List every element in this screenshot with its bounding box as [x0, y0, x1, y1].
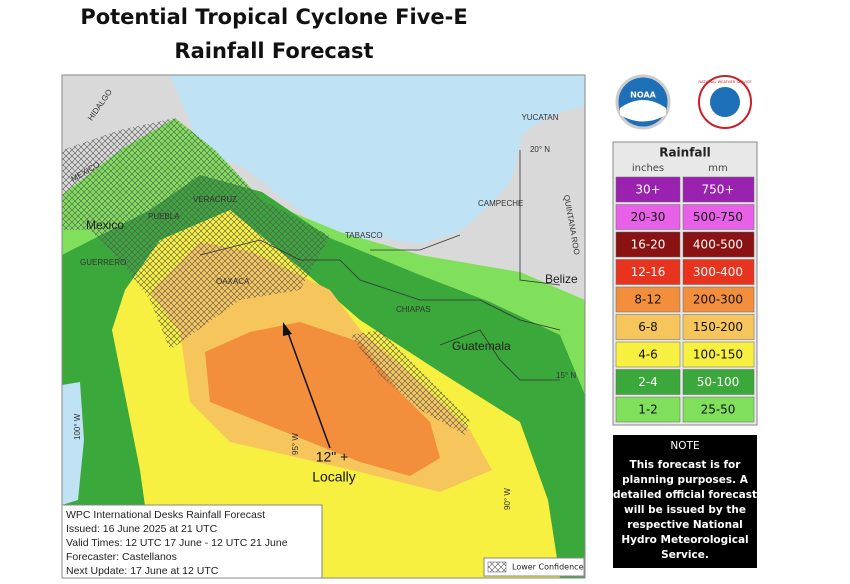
- title: Rainfall Forecast: [174, 39, 373, 63]
- legend-unit: inches: [632, 163, 664, 174]
- note-line: Hydro Meteorological: [621, 534, 748, 546]
- legend-swatch: [615, 231, 681, 258]
- gulf: [170, 75, 585, 244]
- legend-swatch: [682, 341, 755, 368]
- map-label: YUCATAN: [521, 113, 558, 122]
- nws-text: NATIONAL WEATHER SERVICE: [698, 80, 752, 84]
- legend-swatch: [615, 369, 681, 395]
- note-line: Service.: [661, 549, 709, 561]
- map-label: 15° N: [556, 371, 576, 380]
- legend-swatch: [682, 259, 755, 285]
- legend-inches: 30+: [635, 183, 660, 197]
- info-lines: WPC International Desks Rainfall Forecas…: [66, 509, 288, 577]
- legend-unit: mm: [708, 163, 727, 174]
- arrow: [286, 329, 331, 449]
- legend-mm: 300-400: [693, 265, 743, 279]
- map-label: OAXACA: [216, 277, 250, 286]
- title: Potential Tropical Cyclone Five-E: [80, 5, 467, 29]
- arrowhead: [283, 322, 292, 336]
- map-label: 95° W: [291, 433, 300, 455]
- legend-swatch: [615, 259, 681, 285]
- hatch-swatch: [487, 561, 507, 573]
- legend-swatch: [682, 396, 755, 423]
- legend-mm: 100-150: [693, 348, 743, 362]
- hatch-legend-box: [483, 557, 585, 577]
- annotation: Locally: [312, 469, 356, 485]
- ocean: [62, 382, 84, 505]
- legend-inches: 6-8: [638, 320, 658, 334]
- legend-swatch: [615, 341, 681, 368]
- map-label: CHIAPAS: [396, 305, 431, 314]
- legend-swatch: [615, 286, 681, 313]
- legend-mm: 150-200: [693, 320, 743, 334]
- legend-swatch: [615, 314, 681, 340]
- border: [199, 150, 561, 381]
- map-label: Guatemala: [452, 339, 511, 353]
- note-line: detailed official forecast: [613, 489, 757, 501]
- legend-swatch: [682, 231, 755, 258]
- legend-mm: 50-100: [697, 375, 740, 389]
- info-line: Forecaster: Castellanos: [66, 551, 177, 563]
- legend-swatch: [682, 286, 755, 313]
- info-box: [61, 504, 323, 579]
- note-line: respective National: [627, 519, 743, 531]
- note-line: This forecast is for: [630, 459, 742, 471]
- map-label: VERACRUZ: [193, 195, 237, 204]
- map-frame: [61, 74, 586, 579]
- note-lines: This forecast is for planning purposes. A…: [613, 459, 757, 561]
- hatch-area: [350, 330, 470, 435]
- legend-mm: 500-750: [693, 210, 743, 224]
- legend-rows: 30+ 750+ 20-30 500-750 16-20 400-500 12-16 300-…: [615, 176, 755, 423]
- legend-inches: 8-12: [634, 293, 661, 307]
- note-line: planning purposes. A: [622, 474, 749, 486]
- legend-mm: 200-300: [693, 293, 743, 307]
- info-line: Next Update: 17 June at 12 UTC: [66, 565, 219, 577]
- legend-swatch: [615, 204, 681, 230]
- legend-inches: 1-2: [638, 403, 658, 417]
- noaa-logo-wave: [620, 100, 666, 122]
- noaa-text: NOAA: [630, 91, 656, 100]
- info-line: WPC International Desks Rainfall Forecas…: [66, 509, 265, 521]
- map-label: CAMPECHE: [478, 199, 523, 208]
- hatch-legend: Lower Confidence: [512, 563, 584, 572]
- legend-swatch: [682, 176, 755, 203]
- legend-mm: 25-50: [701, 403, 736, 417]
- legend-inches: 16-20: [631, 238, 666, 252]
- info-line: Issued: 16 June 2025 at 21 UTC: [66, 523, 218, 535]
- legend-swatch: [682, 314, 755, 340]
- legend-swatch: [615, 396, 681, 423]
- legend-swatch: [682, 369, 755, 395]
- legend-inches: 4-6: [638, 348, 658, 362]
- legend-inches: 12-16: [631, 265, 666, 279]
- map-label: PUEBLA: [148, 212, 180, 221]
- legend-inches: 20-30: [631, 210, 666, 224]
- map-label: 90° W: [503, 488, 512, 510]
- legend-swatch: [615, 176, 681, 203]
- note-title: NOTE: [670, 440, 699, 452]
- legend-mm: 750+: [702, 183, 735, 197]
- map-label: GUERRERO: [80, 258, 126, 267]
- info-line: Valid Times: 12 UTC 17 June - 12 UTC 21 …: [66, 537, 288, 549]
- legend-mm: 400-500: [693, 238, 743, 252]
- nws-logo-inner: [710, 87, 740, 117]
- note-line: will be issued by the: [624, 504, 746, 516]
- note-box: [613, 435, 757, 568]
- map-label: 20° N: [530, 145, 550, 154]
- hatch-area: [62, 118, 330, 350]
- map-label: Belize: [545, 272, 578, 286]
- map-label: 100° W: [73, 413, 82, 440]
- rain-zone: [205, 322, 440, 476]
- legend-swatch: [682, 204, 755, 230]
- legend-title: Rainfall: [659, 146, 711, 160]
- map: [62, 75, 585, 578]
- map-label: Mexico: [86, 218, 124, 232]
- annotation: 12" +: [316, 449, 349, 465]
- legend-inches: 2-4: [638, 375, 658, 389]
- map-label: TABASCO: [345, 231, 383, 240]
